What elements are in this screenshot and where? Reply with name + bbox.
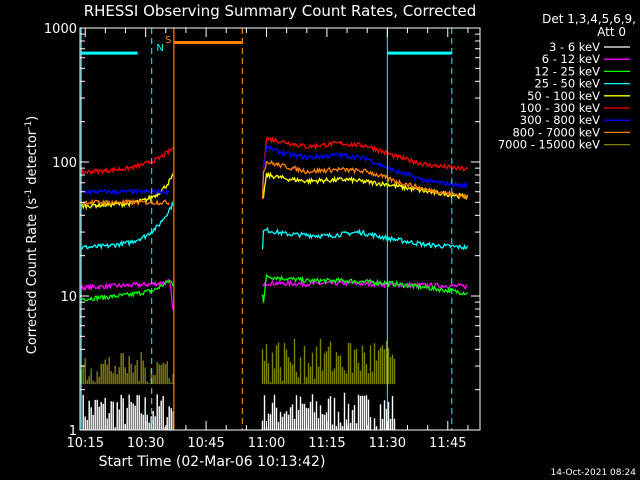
series-line [261,273,468,303]
legend-header-line-1: Det 1,3,4,5,6,9, [542,12,636,26]
series-line [80,198,170,206]
series-300-800-kev [80,145,469,197]
y-tick-label: 1 [69,424,77,439]
series-800-7000-kev [80,159,469,206]
legend-label: 800 - 7000 keV [512,125,600,139]
y-tick-label: 10 [60,290,77,305]
flag-label-s: S [165,35,171,46]
series-25-50-kev [81,200,469,251]
y-axis-label: Corrected Count Rate (s-1 detector-1) [24,116,40,354]
series-12-25-kev [80,273,468,303]
legend-label: 50 - 100 keV [527,89,600,103]
series-line [81,200,174,250]
flag-label-n: N [156,43,163,54]
plot-marks: SN [80,28,469,430]
series-line [261,159,469,201]
plot-frame [79,27,481,431]
x-tick-label: 11:45 [429,436,466,451]
y-tick-label: 100 [52,156,77,171]
legend-label: 7000 - 15000 keV [498,138,600,152]
x-tick-label: 10:30 [127,436,164,451]
legend-label: 25 - 50 keV [534,77,600,91]
series-band [261,338,396,385]
legend-label: 100 - 300 keV [520,101,600,115]
chart-title: RHESSI Observing Summary Count Rates, Co… [84,2,477,20]
series-100-300-kev [81,136,468,176]
series-band [82,394,174,430]
x-tick-label: 11:15 [308,436,345,451]
series-line [80,279,174,311]
x-tick-label: 11:30 [369,436,406,451]
series-line [262,136,468,172]
series-line [261,226,469,251]
series-line [80,187,170,197]
footer-timestamp: 14-Oct-2021 08:24 [551,468,637,478]
series-band [261,392,396,430]
x-tick-label: 10:45 [187,436,224,451]
y-axis-ticks: 1 10 100 1000 [44,22,480,439]
legend-label: 12 - 25 keV [534,64,600,78]
series-line [261,145,469,190]
x-axis-ticks: 10:15 10:30 10:45 11:00 11:15 11:30 11:45 [67,28,469,451]
series-line [81,147,174,176]
legend-label: 3 - 6 keV [549,40,600,54]
legend-label: 6 - 12 keV [542,52,600,66]
legend-label: 300 - 800 keV [520,113,600,127]
x-tick-label: 10:15 [67,436,104,451]
x-tick-label: 11:00 [248,436,285,451]
y-tick-label: 1000 [44,22,77,37]
series-3-6-kev [82,392,396,430]
series-line [261,171,469,201]
series-line [80,279,174,303]
x-axis-label: Start Time (02-Mar-06 10:13:42) [99,454,326,470]
legend-header-line-2: Att 0 [597,25,626,39]
